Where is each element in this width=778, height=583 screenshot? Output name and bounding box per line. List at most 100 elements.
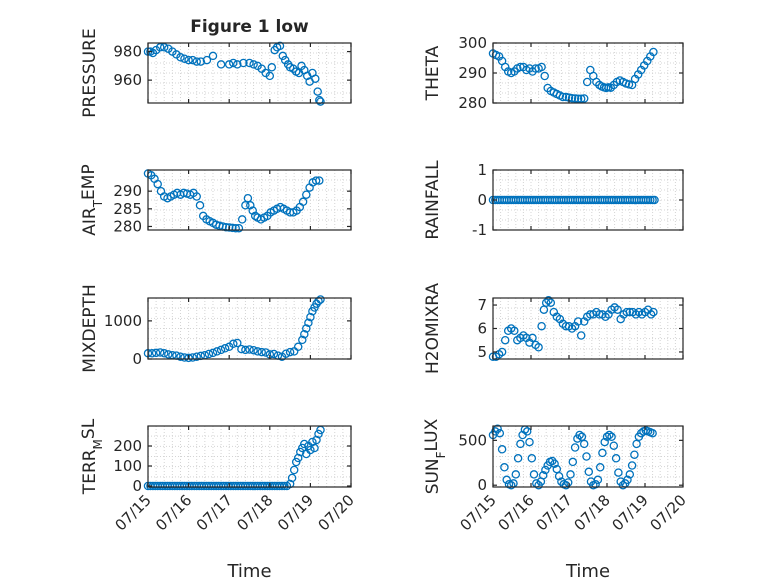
x-tick-label: 07/17 bbox=[193, 491, 236, 534]
x-axis-label: Time bbox=[226, 561, 271, 582]
pressure-point bbox=[159, 43, 169, 52]
y-axis-label-tail: SL bbox=[79, 418, 99, 439]
sun_flux-point bbox=[541, 465, 550, 475]
y-axis-label-main: H2OMIXRA bbox=[423, 283, 443, 374]
pressure-point bbox=[267, 63, 277, 72]
y-axis-label-tail: LUX bbox=[422, 418, 442, 451]
mixdepth-point bbox=[159, 349, 169, 358]
subplot-rainfall: -1 0 1 RAINFALL bbox=[423, 160, 684, 240]
h2omixra-point bbox=[613, 305, 622, 314]
pressure-point bbox=[297, 61, 306, 71]
sun_flux-point bbox=[502, 475, 511, 485]
theta-point bbox=[595, 80, 604, 90]
h2omixra-point bbox=[622, 307, 632, 317]
pressure-point bbox=[313, 87, 322, 96]
y-tick-label: 0 bbox=[477, 476, 487, 494]
y-axis-label: MIXDEPTH bbox=[80, 284, 100, 373]
sun_flux-point bbox=[598, 448, 607, 458]
sun_flux-point bbox=[575, 430, 584, 440]
x-tick-label: 07/18 bbox=[571, 491, 614, 534]
mixdepth-point bbox=[281, 349, 291, 358]
pressure-point bbox=[275, 41, 285, 51]
mixdepth-point bbox=[176, 352, 185, 361]
sun_flux-point bbox=[566, 470, 575, 479]
pressure-point bbox=[216, 60, 226, 69]
mixdepth-point bbox=[164, 350, 173, 359]
sun_flux-point bbox=[630, 450, 639, 459]
sun_flux-point bbox=[591, 480, 600, 489]
air_temp-point bbox=[192, 192, 201, 201]
mixdepth-point bbox=[216, 345, 226, 355]
sun_flux-point bbox=[495, 428, 505, 438]
x-tick-label: 07/15 bbox=[457, 491, 500, 534]
y-tick-label: 960 bbox=[113, 71, 142, 89]
pressure-point bbox=[176, 53, 185, 62]
pressure-series bbox=[143, 41, 325, 106]
pressure-point bbox=[249, 60, 258, 69]
pressure-point bbox=[202, 55, 212, 65]
terr_msl-point bbox=[300, 439, 309, 449]
sun_flux-point bbox=[614, 468, 623, 477]
air_temp-point bbox=[246, 201, 255, 210]
terr_msl-point bbox=[289, 465, 299, 475]
theta-point bbox=[537, 62, 546, 72]
pressure-point bbox=[196, 57, 206, 66]
sun_flux-point bbox=[506, 480, 516, 490]
sun_flux-point bbox=[548, 456, 557, 466]
y-axis-label: RAINFALL bbox=[423, 160, 443, 240]
sun_flux-point bbox=[632, 439, 641, 449]
terr_msl-series bbox=[143, 425, 325, 491]
air_temp-point bbox=[237, 215, 247, 224]
sun_flux-point bbox=[627, 461, 637, 470]
mixdepth-point bbox=[229, 339, 238, 349]
mixdepth-series bbox=[143, 295, 325, 363]
y-tick-label: 5 bbox=[477, 343, 487, 361]
sun_flux-point bbox=[511, 470, 521, 479]
y-tick-label: 290 bbox=[458, 64, 487, 82]
y-tick-label: 285 bbox=[113, 200, 142, 218]
subplot-h2omixra: 5 6 7 H2OMIXRA bbox=[423, 283, 684, 374]
air_temp-point bbox=[195, 201, 205, 210]
h2omixra-point bbox=[497, 347, 507, 357]
mixdepth-point bbox=[285, 347, 295, 357]
x-tick-label: 07/20 bbox=[647, 491, 690, 534]
y-tick-label: 280 bbox=[113, 217, 142, 235]
x-tick-label: 07/17 bbox=[533, 491, 576, 534]
air_temp-point bbox=[234, 223, 244, 233]
y-axis-label: SUNFLUX bbox=[422, 418, 448, 494]
y-axis-label: PRESSURE bbox=[80, 28, 100, 117]
x-axis-label: Time bbox=[565, 561, 610, 582]
y-tick-label: 100 bbox=[113, 457, 142, 475]
air_temp-point bbox=[315, 176, 324, 185]
pressure-point bbox=[315, 95, 324, 105]
axes-box bbox=[492, 297, 684, 360]
sun_flux-point bbox=[527, 454, 537, 463]
y-tick-label: 7 bbox=[477, 296, 487, 314]
pressure-point bbox=[192, 57, 201, 66]
mixdepth-point bbox=[300, 329, 309, 339]
y-axis-label: TERRMSL bbox=[79, 418, 105, 495]
y-tick-label: 280 bbox=[458, 94, 487, 112]
mixdepth-point bbox=[269, 349, 279, 359]
air_temp-point bbox=[243, 193, 253, 203]
pressure-point bbox=[208, 51, 218, 61]
y-axis-label: H2OMIXRA bbox=[423, 283, 443, 374]
rainfall-point bbox=[650, 195, 659, 205]
air_temp-point bbox=[248, 206, 257, 215]
axes-box bbox=[147, 425, 352, 488]
sun_flux-point bbox=[529, 470, 539, 479]
mixdepth-point bbox=[304, 318, 313, 328]
x-tick-label: 07/19 bbox=[609, 491, 652, 534]
pressure-point bbox=[229, 58, 238, 68]
pressure-point bbox=[224, 60, 234, 69]
sun_flux-point bbox=[593, 475, 603, 485]
terr_msl-point bbox=[277, 481, 287, 491]
y-tick-label: 1 bbox=[477, 161, 487, 179]
theta-series bbox=[488, 47, 658, 104]
h2omixra-point bbox=[534, 343, 543, 352]
sun_flux-point bbox=[491, 427, 500, 436]
sun_flux-point bbox=[595, 463, 605, 472]
